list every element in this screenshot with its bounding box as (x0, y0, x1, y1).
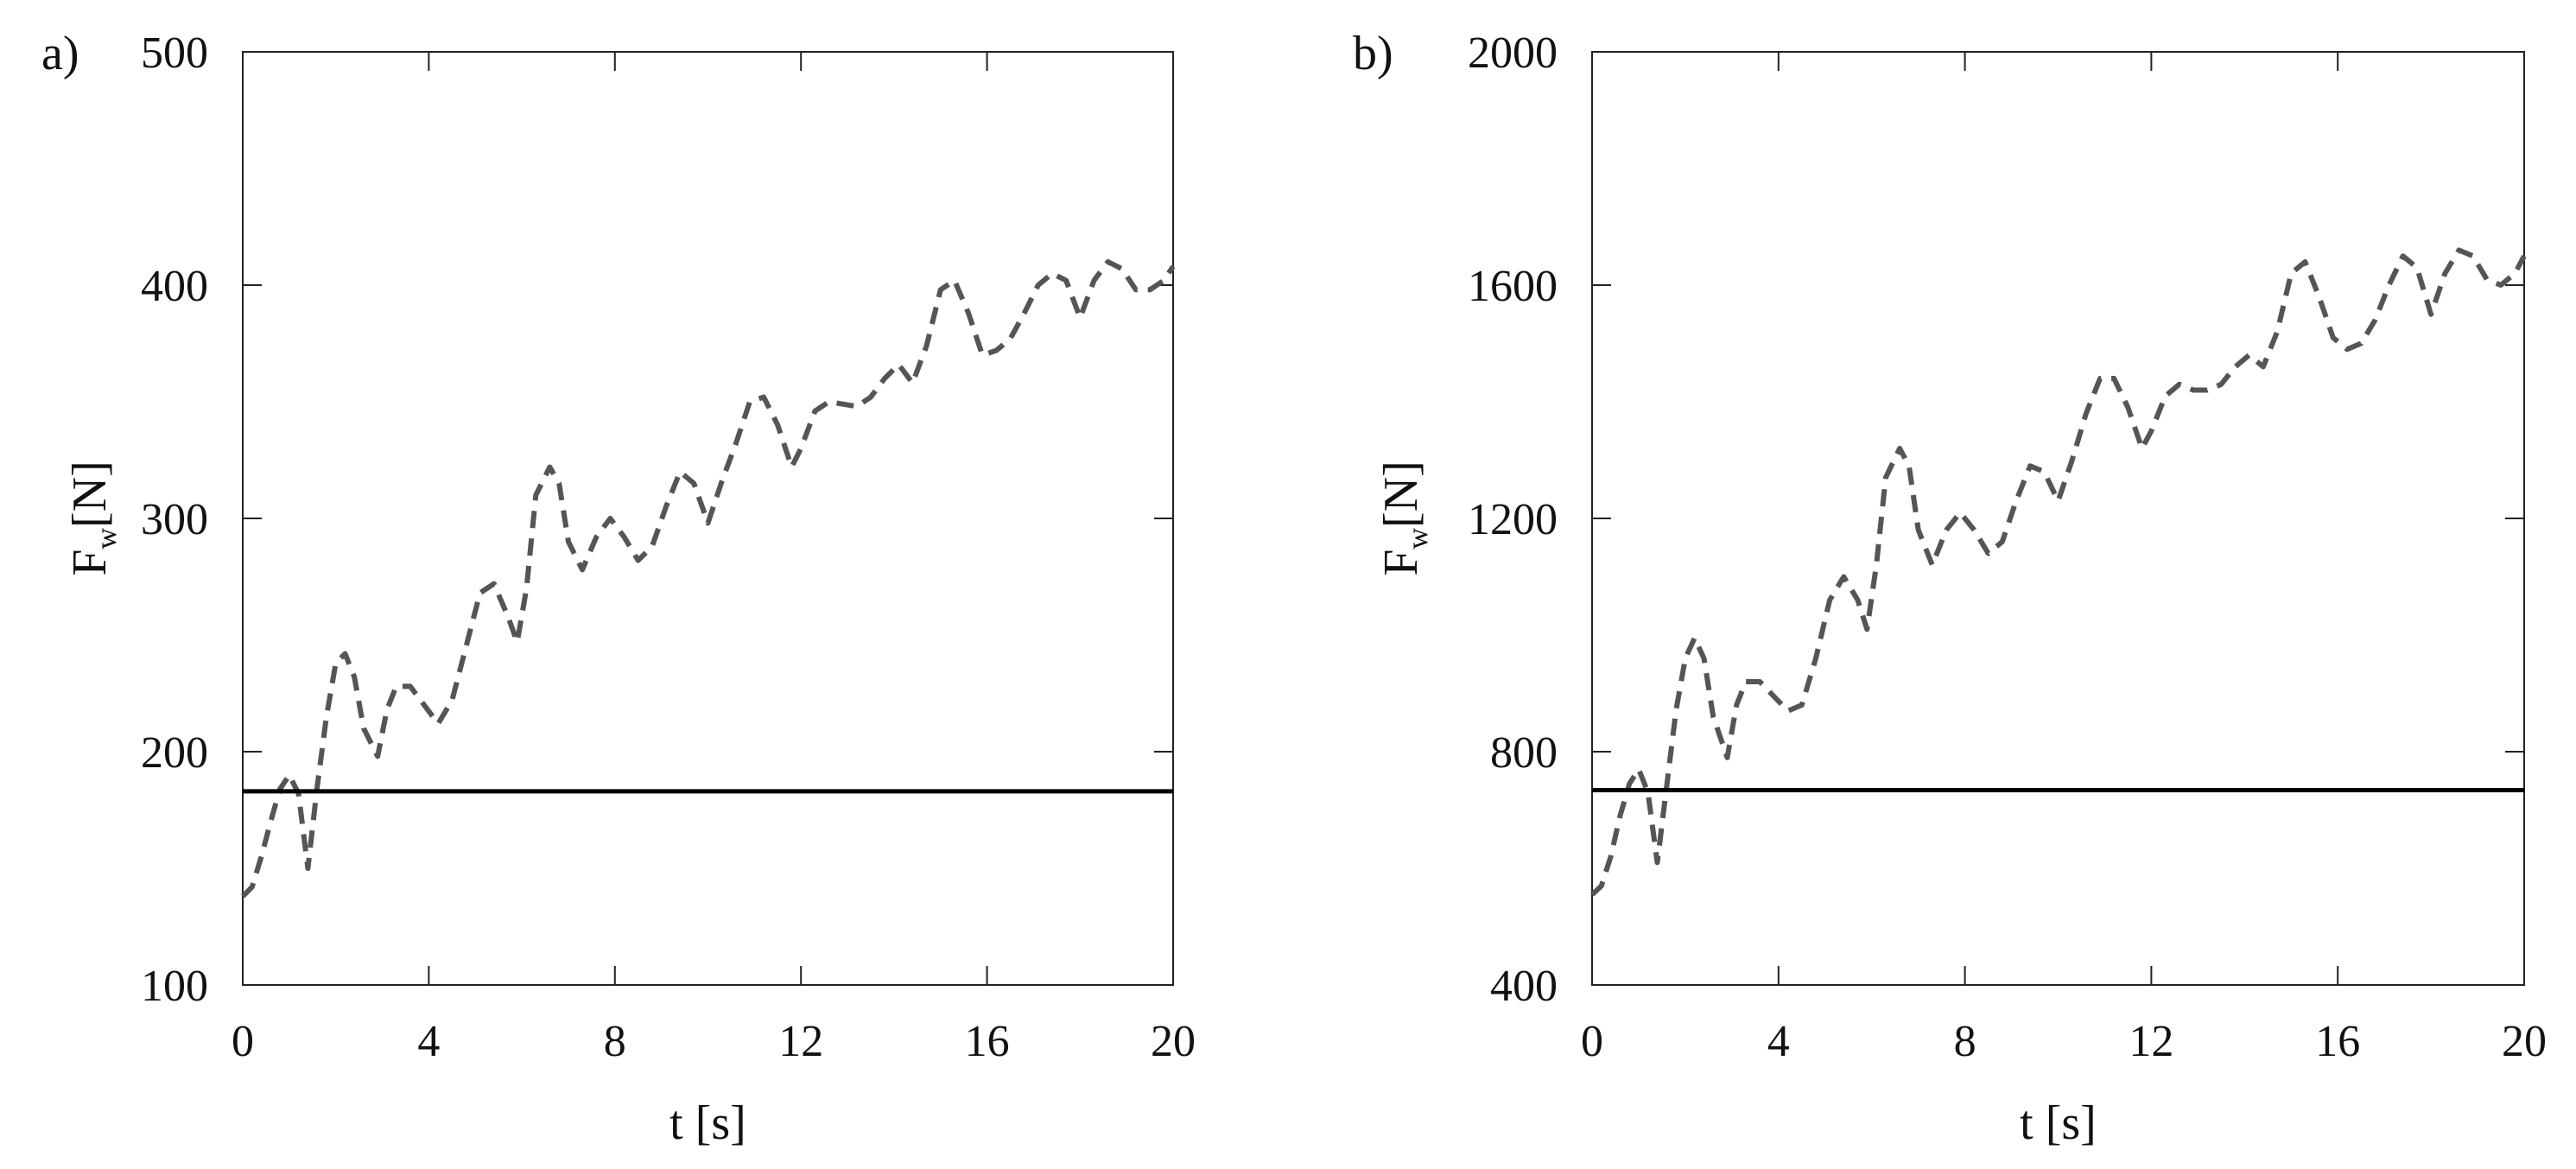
y-tick-label: 800 (1490, 728, 1558, 778)
y-axis-label: Fw[N] (63, 461, 123, 575)
x-tick-label: 16 (2315, 1017, 2360, 1066)
y-tick-label: 200 (141, 728, 208, 778)
x-tick-label: 12 (2129, 1017, 2173, 1066)
x-tick-label: 8 (604, 1017, 626, 1066)
x-tick-label: 0 (1581, 1017, 1603, 1066)
series-line-dashed (240, 259, 1176, 899)
y-axis-label-main: F (1374, 550, 1428, 576)
series-line-dashed (1589, 247, 2527, 897)
y-tick-label: 100 (141, 962, 208, 1011)
y-tick-label: 1600 (1468, 262, 1558, 311)
x-axis-label: t [s] (2020, 1096, 2097, 1150)
y-tick-label: 1200 (1468, 495, 1558, 544)
x-axis-label: t [s] (669, 1096, 746, 1150)
y-axis-label-subscript: w (1402, 528, 1434, 550)
x-tick-label: 8 (1954, 1017, 1976, 1066)
y-axis-label-main: F (63, 550, 117, 576)
panel-label: b) (1353, 27, 1393, 80)
y-axis-label-unit: [N] (1374, 461, 1428, 528)
chart-panel-b: 0 4 8 12 16 20 400 800 1200 1600 2000 b) t [s] Fw[N] (1353, 27, 2547, 1150)
y-axis-label: Fw[N] (1374, 461, 1434, 575)
y-axis-label-unit: [N] (63, 461, 117, 528)
x-tick-label: 16 (965, 1017, 1010, 1066)
y-tick-label: 500 (141, 29, 208, 78)
plot-frame (1591, 51, 2525, 986)
y-tick-label: 300 (141, 495, 208, 544)
x-tick-label: 4 (417, 1017, 440, 1066)
chart-panel-a: 0 4 8 12 16 20 100 200 300 400 500 a) t [s] Fw[N] (41, 27, 1196, 1150)
x-tick-label: 20 (2502, 1017, 2547, 1066)
x-tick-label: 20 (1151, 1017, 1196, 1066)
x-tick-label: 4 (1767, 1017, 1790, 1066)
x-tick-label: 0 (232, 1017, 254, 1066)
panel-label: a) (41, 27, 79, 80)
y-tick-label: 2000 (1468, 29, 1558, 78)
x-tick-label: 12 (778, 1017, 823, 1066)
y-tick-label: 400 (141, 262, 208, 311)
y-axis-label-subscript: w (91, 528, 123, 550)
y-tick-label: 400 (1490, 962, 1558, 1011)
